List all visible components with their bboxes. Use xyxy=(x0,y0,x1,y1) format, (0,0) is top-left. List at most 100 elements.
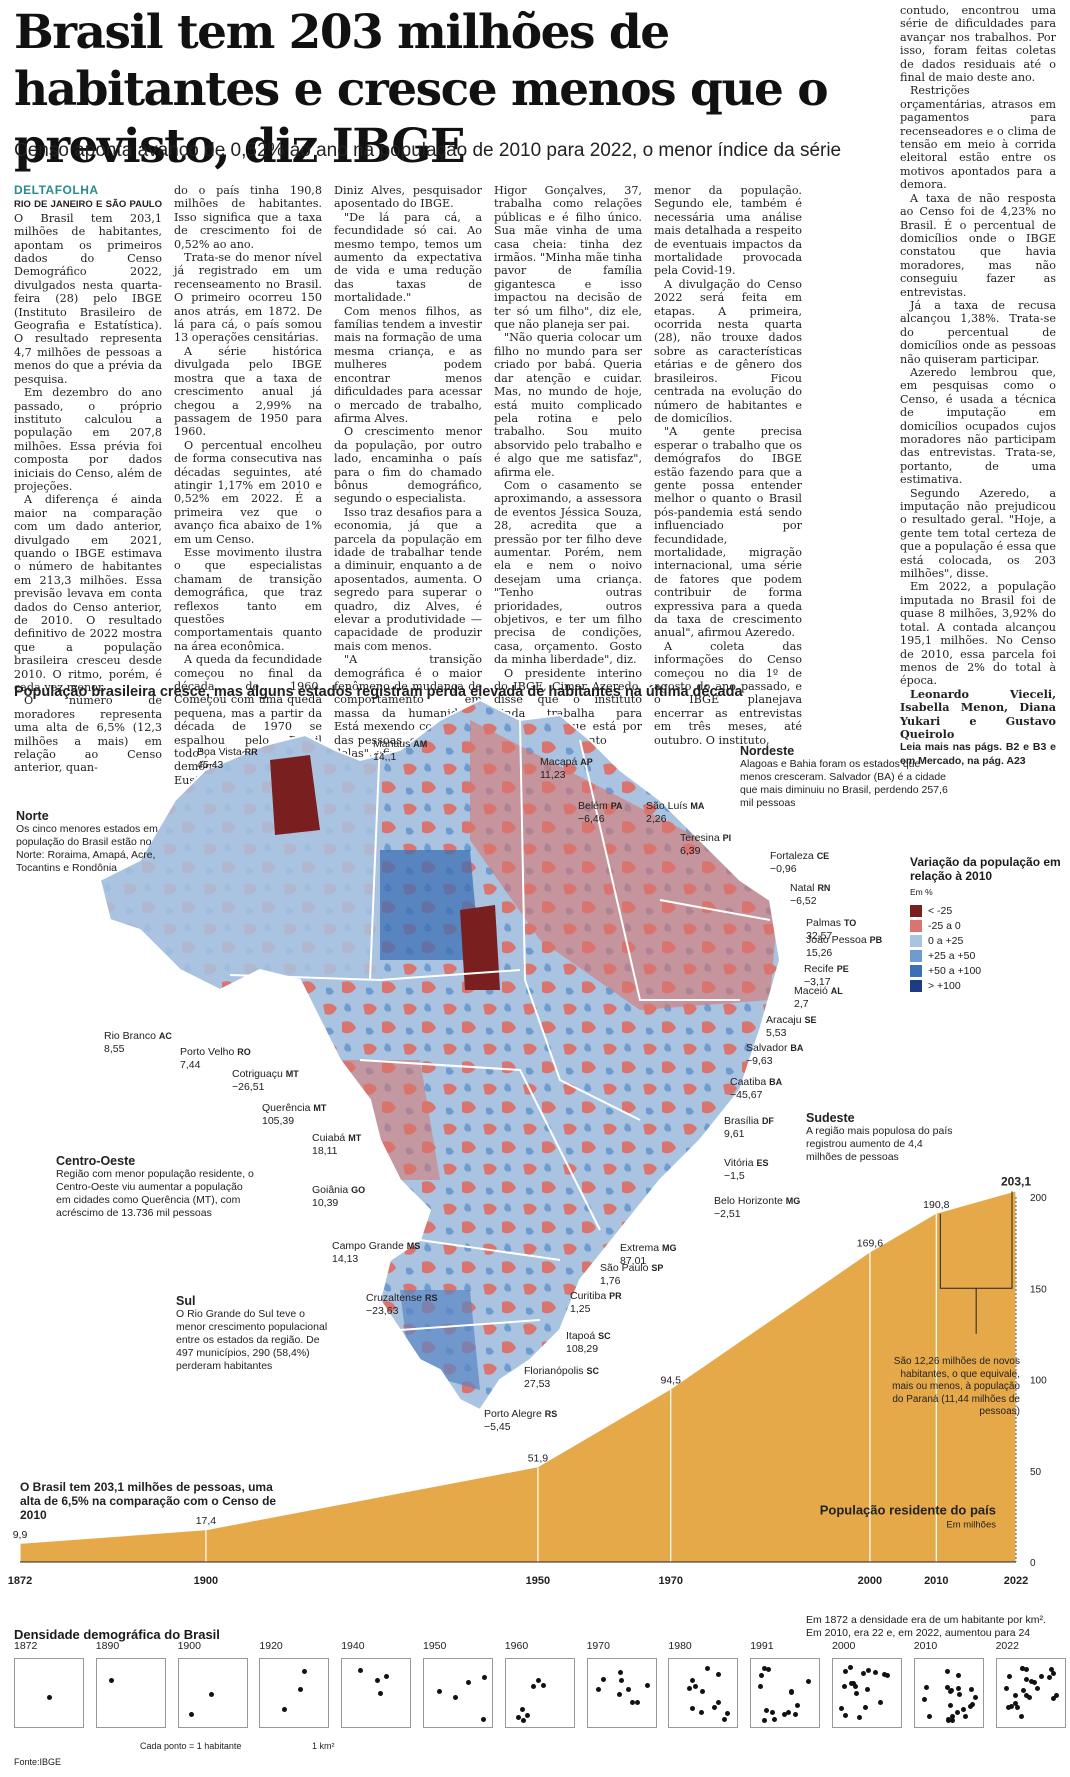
population-dot xyxy=(109,1678,115,1684)
city-label: Manaus AM 14,,1 xyxy=(373,738,427,763)
city-value: −23,63 xyxy=(366,1304,399,1317)
legend-swatch xyxy=(910,934,922,947)
population-dot xyxy=(375,1677,381,1683)
density-box xyxy=(14,1658,84,1728)
population-dot xyxy=(715,1672,721,1678)
population-dot xyxy=(1031,1680,1037,1686)
city-value: −1,5 xyxy=(724,1169,745,1182)
population-dot xyxy=(857,1715,863,1721)
population-dot xyxy=(956,1673,962,1679)
article-column-6: contudo, encontrou uma série de dificuld… xyxy=(900,4,1056,768)
density-box xyxy=(913,1658,984,1728)
city-value: 45,43 xyxy=(197,758,224,771)
city-uf: RO xyxy=(237,1047,251,1057)
city-name: Itapoá xyxy=(566,1330,599,1342)
region-sudeste-text: A região mais populosa do país registrou… xyxy=(806,1125,953,1163)
population-dot xyxy=(452,1694,458,1700)
population-dot xyxy=(771,1716,777,1722)
population-dot xyxy=(973,1694,979,1700)
population-dot xyxy=(596,1687,602,1693)
population-dot xyxy=(854,1691,860,1697)
city-uf: AP xyxy=(580,757,593,767)
city-label: Campo Grande MS 14,13 xyxy=(332,1240,420,1265)
region-centro-oeste-title: Centro-Oeste xyxy=(56,1154,136,1168)
city-name: Recife xyxy=(804,963,837,975)
city-value: 8,55 xyxy=(104,1042,125,1055)
city-label: Caatiba BA −45,67 xyxy=(730,1076,782,1101)
density-year: 2022 xyxy=(995,1640,1019,1652)
population-dot xyxy=(1024,1692,1030,1698)
region-centro-oeste: Centro-Oeste Região com menor população … xyxy=(56,1155,256,1220)
population-dot xyxy=(1013,1693,1019,1699)
population-dot xyxy=(630,1699,636,1705)
population-dot xyxy=(968,1703,974,1709)
city-name: Florianópolis xyxy=(524,1365,587,1377)
data-label: 190,8 xyxy=(923,1199,949,1211)
density-box xyxy=(259,1658,330,1728)
population-dot xyxy=(699,1710,705,1716)
x-tick-label: 2022 xyxy=(1004,1575,1028,1587)
paragraph: "Não queria colocar um filho no mundo pa… xyxy=(494,331,642,479)
population-dot xyxy=(1024,1677,1030,1683)
population-dot xyxy=(947,1688,953,1694)
population-dot xyxy=(47,1695,53,1701)
population-dot xyxy=(725,1711,731,1717)
population-dot xyxy=(949,1713,955,1719)
dot-caption: Cada ponto = 1 habitante xyxy=(140,1741,242,1751)
city-uf: BA xyxy=(790,1043,804,1053)
city-uf: MG xyxy=(662,1243,677,1253)
legend-swatch xyxy=(910,964,922,977)
population-dot xyxy=(1005,1705,1011,1711)
authors: Leonardo Vieceli, Isabella Menon, Diana … xyxy=(900,686,1056,741)
article-column-1: DELTAFOLHA RIO DE JANEIRO E SÃO PAULO O … xyxy=(14,183,162,775)
city-label: Belém PA −6,46 xyxy=(578,800,623,825)
paragraph: Segundo Azeredo, a imputação não prejudi… xyxy=(900,486,1057,581)
density-year: 1900 xyxy=(177,1640,201,1652)
population-dot xyxy=(781,1712,787,1718)
city-uf: SC xyxy=(586,1366,599,1376)
x-tick-label: 2000 xyxy=(858,1575,882,1587)
population-dot xyxy=(944,1669,950,1675)
x-tick-label: 1872 xyxy=(8,1575,32,1587)
city-uf: PR xyxy=(609,1291,622,1301)
city-uf: MT xyxy=(285,1069,299,1079)
density-year: 1872 xyxy=(14,1640,38,1652)
chart-title: População residente do país xyxy=(820,1503,996,1518)
city-name: Porto Alegre xyxy=(484,1408,545,1420)
population-dot xyxy=(298,1687,304,1693)
density-year: 2000 xyxy=(832,1640,856,1652)
population-dot xyxy=(1019,1714,1025,1719)
population-dot xyxy=(617,1669,623,1675)
city-uf: MT xyxy=(348,1133,362,1143)
density-note: Em 1872 a densidade era de um habitante … xyxy=(806,1614,1046,1639)
city-value: 1,25 xyxy=(570,1302,591,1315)
data-label: 94,5 xyxy=(661,1375,682,1387)
population-dot xyxy=(301,1669,307,1675)
kicker: DELTAFOLHA xyxy=(14,183,99,197)
population-dot xyxy=(922,1697,928,1703)
population-dot xyxy=(1021,1687,1027,1693)
city-name: Belém xyxy=(578,800,611,812)
population-dot xyxy=(758,1673,764,1679)
population-dot xyxy=(692,1684,698,1690)
density-box xyxy=(750,1658,821,1728)
city-name: São Paulo xyxy=(600,1262,652,1274)
density-year: 1970 xyxy=(586,1640,610,1652)
population-dot xyxy=(1039,1674,1045,1680)
city-name: Fortaleza xyxy=(770,850,817,862)
population-dot xyxy=(849,1681,855,1687)
legend-swatch xyxy=(910,979,922,992)
city-uf: PB xyxy=(869,935,883,945)
density-box xyxy=(341,1658,412,1728)
box-caption: 1 km² xyxy=(312,1741,335,1751)
city-name: Cruzaltense xyxy=(366,1292,425,1304)
city-uf: RS xyxy=(424,1293,438,1303)
city-name: São Luís xyxy=(646,800,691,812)
city-name: Aracaju xyxy=(766,1014,805,1026)
city-uf: BA xyxy=(769,1077,783,1087)
population-dot xyxy=(944,1685,950,1691)
legend-label: 0 a +25 xyxy=(928,934,964,947)
city-label: Macapá AP 11,23 xyxy=(540,756,593,781)
density-year: 1890 xyxy=(95,1640,120,1652)
